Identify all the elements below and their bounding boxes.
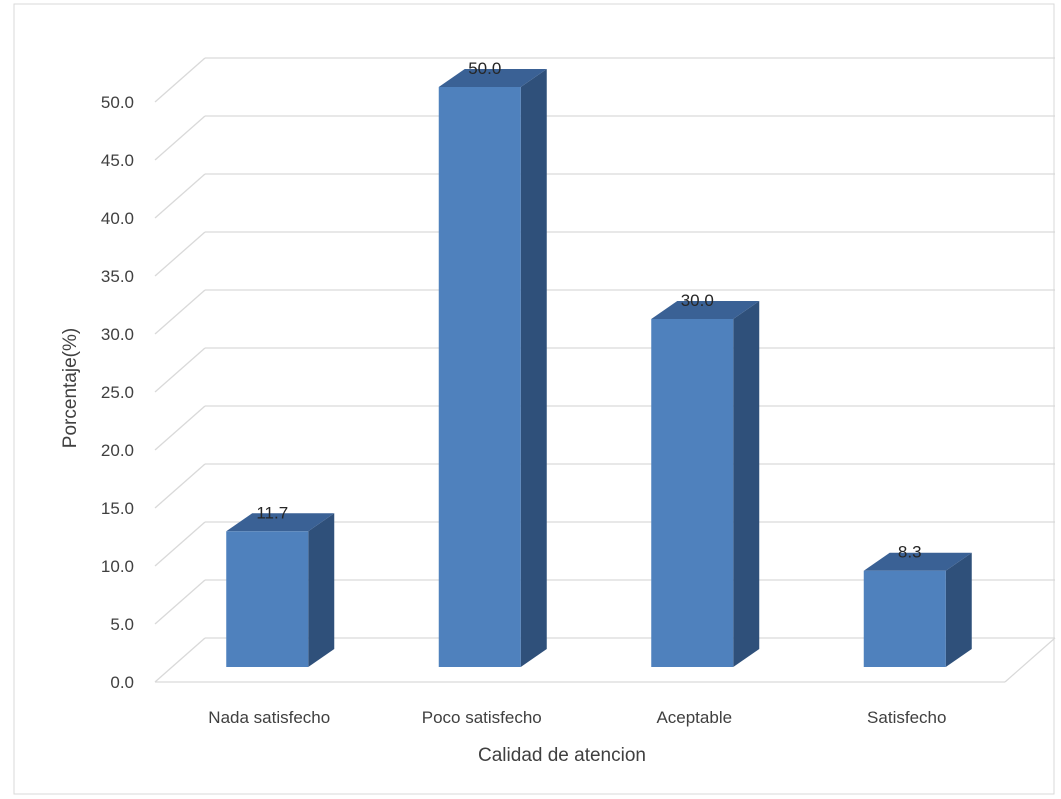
bar-front (651, 319, 734, 667)
bars (226, 69, 972, 667)
y-tick-label: 40.0 (101, 209, 134, 228)
bar-side (520, 69, 547, 667)
y-axis-ticks: 0.0 5.0 10.0 15.0 20.0 25.0 30.0 35.0 40.0 45.0 50… (101, 93, 134, 692)
plot-border (13, 3, 1055, 795)
x-axis-categories: Nada satisfecho Poco satisfecho Aceptable S… (208, 708, 946, 727)
bar-front (438, 87, 521, 667)
data-label: 50.0 (468, 59, 501, 78)
gridlines (154, 57, 1056, 683)
bar-side (945, 552, 972, 667)
y-tick-label: 50.0 (101, 93, 134, 112)
bar-2 (438, 69, 547, 667)
bar-top (226, 513, 335, 532)
gridline-side (154, 115, 206, 161)
y-tick-label: 25.0 (101, 383, 134, 402)
gridline-side (154, 579, 206, 625)
bar-front (226, 531, 309, 667)
gridline-side (154, 347, 206, 393)
bar-top (438, 69, 547, 87)
y-tick-label: 5.0 (110, 615, 134, 634)
data-label: 8.3 (898, 543, 922, 562)
y-tick-label: 30.0 (101, 325, 134, 344)
x-category-label: Aceptable (656, 708, 732, 727)
gridline-side (154, 173, 206, 219)
bar-1 (226, 513, 335, 667)
y-axis-title: Porcentaje(%) (60, 328, 81, 448)
data-label: 30.0 (681, 291, 714, 310)
gridline-side (154, 289, 206, 335)
bar-front (863, 570, 946, 667)
gridline-side (154, 637, 206, 683)
bar-4 (863, 552, 972, 667)
floor-edge-side (1004, 637, 1056, 683)
y-tick-label: 45.0 (101, 151, 134, 170)
bar-top (651, 301, 760, 319)
y-tick-label: 10.0 (101, 557, 134, 576)
x-category-label: Poco satisfecho (422, 708, 542, 727)
x-category-label: Nada satisfecho (208, 708, 330, 727)
x-axis-title: Calidad de atencion (478, 745, 646, 766)
data-label: 11.7 (256, 503, 288, 522)
bar-3 (651, 301, 760, 667)
bar-top (863, 552, 972, 571)
x-category-label: Satisfecho (867, 708, 946, 727)
bar-side (733, 301, 760, 667)
gridline-side (154, 521, 206, 567)
gridline-side (154, 405, 206, 451)
y-tick-label: 15.0 (101, 499, 134, 518)
gridline-side (154, 231, 206, 277)
data-labels: 11.7 50.0 30.0 8.3 (256, 59, 921, 562)
gridline-side (154, 57, 206, 103)
y-tick-label: 20.0 (101, 441, 134, 460)
bar-side (308, 513, 335, 667)
y-tick-label: 0.0 (110, 673, 134, 692)
y-tick-label: 35.0 (101, 267, 134, 286)
gridline-side (154, 463, 206, 509)
